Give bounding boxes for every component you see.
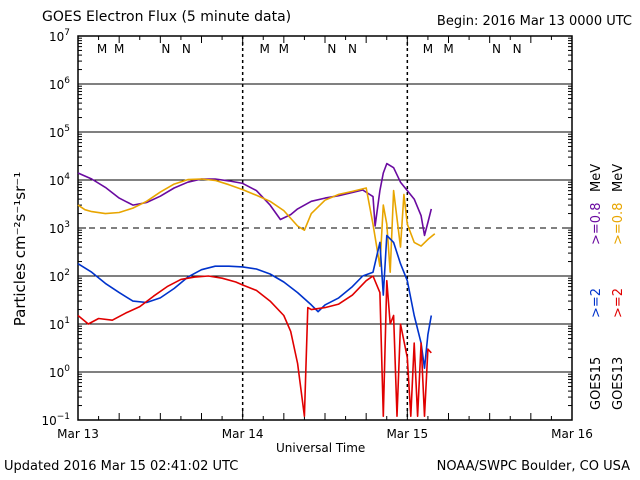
plot-area: M M N N M M N N M M N N10710610510410310210110010−1… [41, 28, 592, 441]
series-line-0 [77, 162, 433, 237]
legend-goes15: GOES15 [589, 356, 604, 410]
marker-m: M [443, 42, 453, 56]
updated-timestamp: Updated 2016 Mar 15 02:41:02 UTC [4, 459, 239, 474]
x-tick-label: Mar 15 [386, 427, 428, 441]
y-tick-label: 102 [49, 268, 70, 284]
begin-time: Begin: 2016 Mar 13 0000 UTC [436, 14, 632, 29]
legend-goes13: GOES13 [611, 356, 626, 410]
series-line-3 [77, 275, 432, 417]
y-tick-label: 105 [49, 124, 70, 140]
series-line-1 [77, 178, 436, 273]
y-tick-label: 10−1 [41, 412, 70, 428]
marker-m: M [97, 42, 107, 56]
y-tick-label: 106 [49, 76, 70, 92]
series-line-2 [77, 234, 433, 369]
legend-ge08-goes13: >=0.8 [611, 202, 626, 245]
y-axis-label: Particles cm⁻²s⁻¹sr⁻¹ [11, 171, 29, 327]
legend-ge2-goes13: >=2 [611, 287, 626, 318]
legend-mev-2: MeV [611, 163, 626, 192]
legend-ge08-goes15: >=0.8 [589, 202, 604, 245]
legend-ge2-goes15: >=2 [589, 287, 604, 318]
marker-n: N [182, 42, 191, 56]
y-tick-label: 101 [49, 316, 70, 332]
credit-text: NOAA/SWPC Boulder, CO USA [436, 459, 630, 474]
marker-n: N [327, 42, 336, 56]
legend-mev-1: MeV [589, 163, 604, 192]
x-tick-label: Mar 14 [222, 427, 264, 441]
y-tick-label: 103 [49, 220, 70, 236]
marker-m: M [114, 42, 124, 56]
marker-m: M [423, 42, 433, 56]
plot-frame [77, 35, 573, 421]
x-axis-label: Universal Time [276, 441, 366, 455]
marker-n: N [513, 42, 522, 56]
marker-m: M [259, 42, 269, 56]
x-tick-label: Mar 13 [57, 427, 99, 441]
marker-m: M [279, 42, 289, 56]
y-tick-label: 104 [49, 172, 70, 188]
marker-n: N [492, 42, 501, 56]
marker-n: N [161, 42, 170, 56]
y-tick-label: 107 [49, 28, 70, 44]
marker-n: N [348, 42, 357, 56]
chart-title: GOES Electron Flux (5 minute data) [42, 9, 292, 25]
x-tick-label: Mar 16 [551, 427, 593, 441]
y-tick-label: 100 [49, 364, 70, 380]
